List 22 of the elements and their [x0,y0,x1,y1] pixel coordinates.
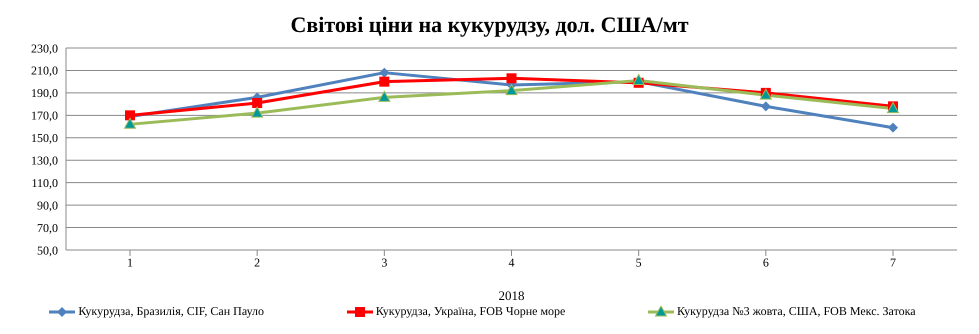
y-tick-label: 230,0 [31,41,58,56]
y-tick-label: 90,0 [37,198,58,212]
y-tick-label: 190,0 [31,86,58,100]
chart-title: Світові ціни на кукурудзу, дол. США/мт [289,11,690,39]
x-tick-label: 2 [254,256,260,270]
y-tick-label: 110,0 [31,176,58,190]
legend-label: Кукурудза, Бразилія, CIF, Сан Пауло [78,304,264,319]
y-tick-label: 150,0 [31,131,58,146]
y-tick-label: 50,0 [37,243,58,258]
legend-label: Кукурудза, Україна, FOB Чорне море [376,304,566,319]
y-tick-label: 130,0 [31,153,58,168]
x-tick-label: 3 [381,256,388,270]
x-tick-label: 5 [636,256,642,270]
x-tick-label: 1 [127,256,133,270]
legend-label: Кукурудза №3 жовта, США, FOB Мекс. Затока [677,304,916,319]
x-tick-label: 6 [762,256,769,270]
x-tick-label: 4 [508,256,514,270]
y-tick-label: 170,0 [31,108,58,123]
x-tick-label: 7 [890,256,896,270]
y-tick-label: 70,0 [37,220,58,235]
x-axis-title: 2018 [498,288,524,303]
y-tick-label: 210,0 [31,64,58,78]
